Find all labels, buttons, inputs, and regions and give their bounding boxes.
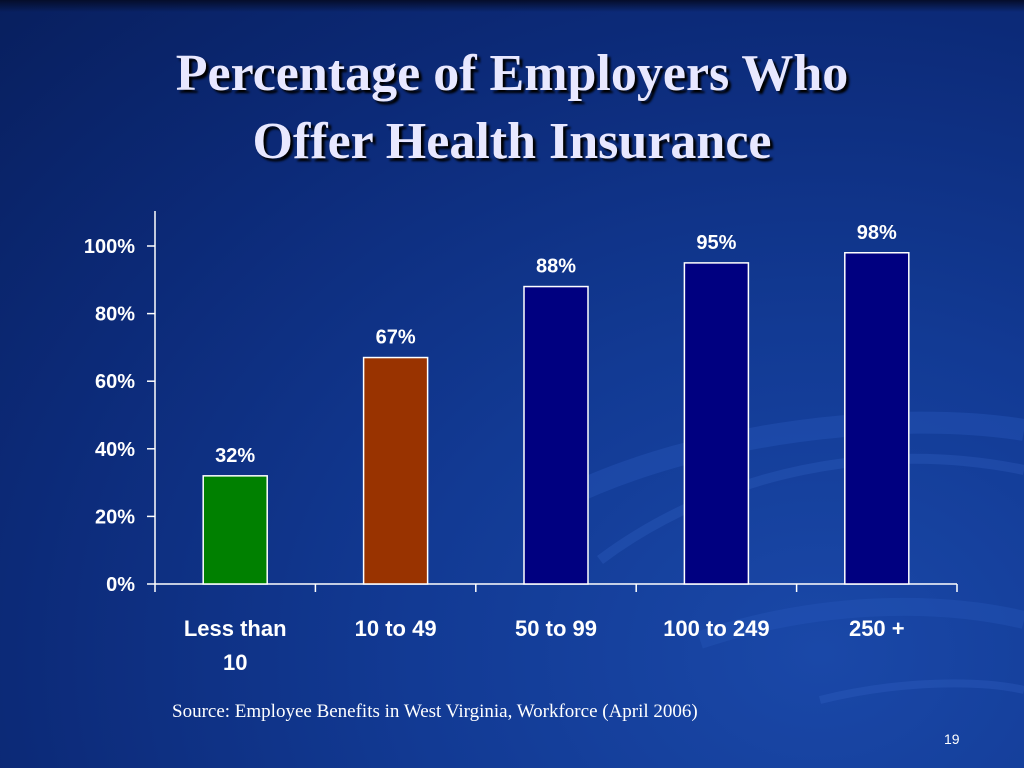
top-shadow-band bbox=[0, 0, 1024, 12]
page-number: 19 bbox=[944, 731, 960, 747]
bar bbox=[202, 475, 268, 585]
x-category-label: 50 to 99 bbox=[515, 616, 597, 641]
x-category-label: Less than bbox=[184, 616, 287, 641]
bar bbox=[844, 252, 910, 585]
bar bbox=[683, 262, 750, 585]
slide-title-line-1: Percentage of Employers Who bbox=[175, 45, 849, 102]
x-category-label: 100 to 249 bbox=[663, 616, 769, 641]
y-tick-label: 0% bbox=[106, 574, 135, 596]
x-category-label: 10 to 49 bbox=[355, 616, 437, 641]
data-label: 88% bbox=[536, 256, 576, 278]
y-tick-label: 40% bbox=[95, 439, 135, 461]
y-tick-label: 60% bbox=[95, 371, 135, 393]
bar bbox=[523, 285, 589, 585]
y-tick-label: 100% bbox=[84, 236, 135, 258]
slide-title-line-2: Offer Health Insurance bbox=[252, 113, 772, 170]
source-citation: Source: Employee Benefits in West Virgin… bbox=[172, 701, 698, 722]
slide-title: Percentage of Employers Who Offer Health… bbox=[40, 40, 984, 176]
y-tick-label: 20% bbox=[95, 506, 135, 528]
data-label: 32% bbox=[215, 445, 255, 467]
data-label: 95% bbox=[696, 232, 736, 254]
data-label: 98% bbox=[857, 222, 897, 244]
x-category-label: 250 + bbox=[849, 616, 905, 641]
bar bbox=[362, 356, 429, 585]
x-category-label: 10 bbox=[223, 650, 247, 675]
data-label: 67% bbox=[376, 327, 416, 349]
y-tick-label: 80% bbox=[95, 304, 135, 326]
